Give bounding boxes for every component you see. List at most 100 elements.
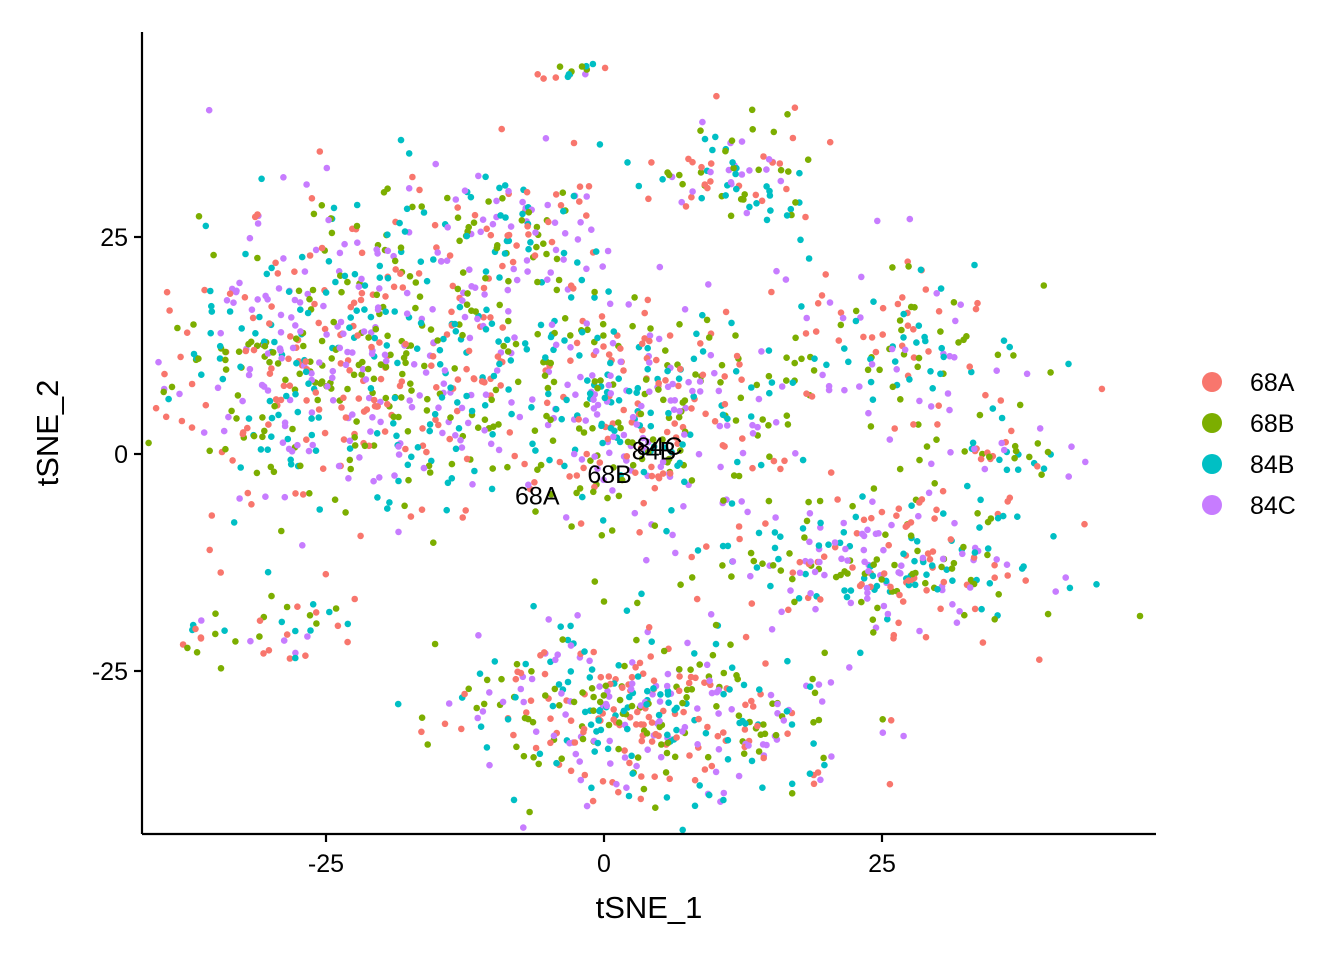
data-point-84b: [771, 544, 779, 552]
data-point-84c: [495, 446, 503, 454]
data-point-68b: [634, 754, 642, 761]
data-point-68a: [384, 400, 391, 408]
data-point-84b: [806, 683, 814, 690]
data-point-68a: [1034, 463, 1041, 470]
data-point-68a: [947, 536, 955, 543]
data-point-84b: [596, 707, 603, 715]
data-point-68b: [351, 442, 359, 449]
data-point-84b: [382, 308, 390, 316]
data-point-68b: [955, 339, 962, 346]
data-point-68b: [915, 354, 923, 362]
data-point-84c: [858, 273, 865, 281]
data-point-68b: [938, 563, 945, 571]
data-point-68b: [346, 456, 354, 464]
data-point-68b: [617, 424, 624, 432]
data-point-68b: [534, 330, 541, 338]
data-point-84c: [367, 329, 375, 336]
data-point-84c: [349, 349, 356, 356]
data-point-84b: [604, 745, 612, 753]
data-point-84b: [285, 288, 293, 296]
data-point-68a: [937, 605, 944, 613]
data-point-68b: [777, 166, 785, 174]
data-point-68b: [318, 378, 326, 385]
data-point-68b: [485, 198, 492, 205]
data-point-84c: [359, 365, 367, 373]
data-point-84c: [246, 365, 254, 373]
data-point-68b: [259, 433, 266, 441]
data-point-68b: [518, 217, 526, 224]
data-point-68b: [732, 332, 739, 339]
data-point-68a: [922, 286, 930, 293]
data-point-84c: [858, 530, 866, 538]
data-point-84c: [696, 378, 704, 385]
data-point-84b: [724, 736, 732, 744]
data-point-84c: [562, 514, 570, 521]
data-point-84c: [633, 762, 640, 770]
data-point-68b: [235, 348, 243, 356]
data-point-68a: [567, 357, 574, 365]
data-point-84b: [451, 320, 459, 328]
data-point-68b: [261, 342, 269, 350]
data-point-68b: [870, 485, 878, 492]
data-point-68a: [910, 421, 917, 428]
data-point-68a: [521, 460, 528, 468]
data-point-68a: [650, 677, 658, 684]
data-point-68a: [660, 707, 667, 715]
data-point-68a: [663, 428, 671, 436]
data-point-84c: [864, 595, 871, 602]
data-point-68b: [960, 543, 967, 551]
data-point-68b: [318, 337, 326, 345]
data-point-84c: [523, 257, 531, 264]
data-point-84c: [248, 306, 256, 314]
data-point-84b: [376, 262, 384, 270]
data-point-68a: [355, 395, 363, 402]
data-point-84c: [774, 700, 781, 708]
data-point-68a: [688, 553, 695, 561]
data-point-68a: [514, 668, 521, 676]
data-point-84b: [977, 496, 984, 504]
data-point-84b: [994, 514, 1002, 522]
data-point-68b: [567, 332, 574, 339]
data-point-84b: [668, 507, 675, 514]
data-point-68a: [531, 479, 538, 486]
data-point-84c: [262, 493, 269, 501]
data-point-84c: [258, 381, 266, 389]
data-point-84c: [355, 283, 363, 291]
data-point-68b: [451, 365, 459, 372]
data-point-68b: [498, 675, 505, 683]
data-point-84c: [369, 414, 376, 421]
data-point-68a: [762, 660, 769, 667]
data-point-84b: [278, 618, 286, 626]
data-point-84c: [439, 429, 446, 437]
data-point-68a: [632, 664, 639, 671]
data-point-84c: [735, 772, 743, 780]
data-point-84b: [915, 322, 923, 330]
data-point-84b: [724, 756, 732, 763]
data-point-68b: [599, 320, 607, 328]
data-point-84b: [1018, 565, 1026, 572]
data-point-84b: [584, 377, 591, 384]
data-point-68b: [580, 429, 588, 436]
data-point-68a: [634, 708, 641, 716]
data-point-84b: [971, 549, 979, 556]
data-point-84c: [291, 296, 299, 304]
data-point-68b: [870, 561, 877, 568]
data-point-68b: [671, 753, 679, 761]
data-point-68a: [583, 212, 590, 219]
data-point-84c: [239, 397, 246, 405]
data-point-84b: [393, 432, 400, 440]
data-point-68a: [651, 773, 658, 780]
data-point-68a: [312, 609, 320, 616]
data-point-68a: [735, 523, 743, 530]
data-point-68a: [392, 266, 400, 273]
data-point-84c: [993, 367, 1000, 375]
data-point-68a: [1098, 385, 1106, 393]
data-point-84b: [624, 725, 631, 733]
data-point-84b: [605, 288, 612, 295]
data-point-68a: [641, 309, 648, 317]
data-point-68b: [720, 497, 727, 504]
data-point-84b: [628, 752, 635, 760]
data-point-84b: [796, 169, 803, 177]
data-point-84b: [664, 691, 672, 698]
data-point-68a: [299, 491, 307, 498]
